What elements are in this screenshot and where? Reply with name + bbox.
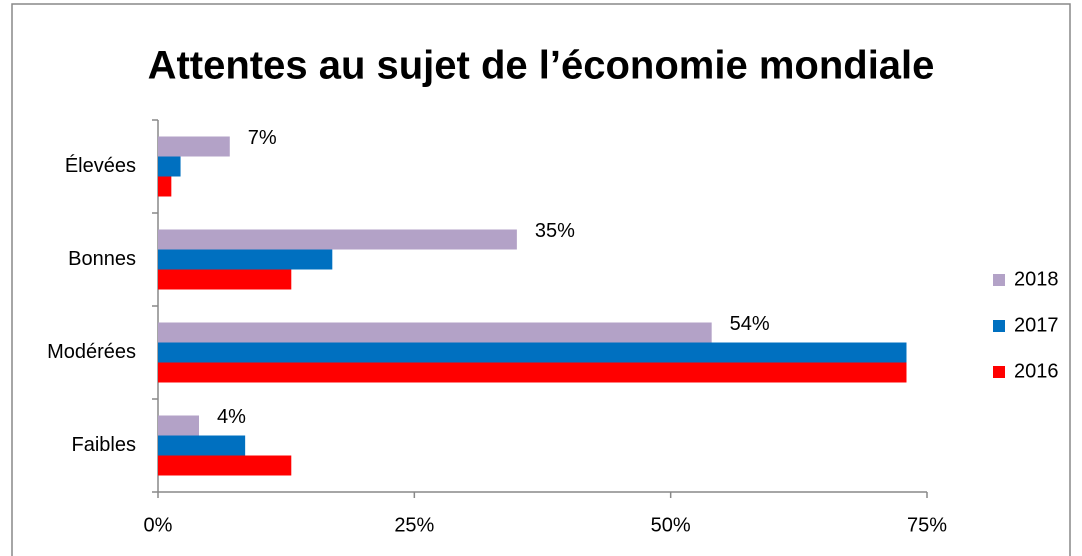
bar: [158, 342, 907, 363]
y-tick-label: Élevées: [65, 154, 136, 177]
y-tick-label: Bonnes: [68, 248, 136, 270]
bar: [158, 362, 907, 383]
y-tick-label: Modérées: [47, 341, 136, 363]
legend-swatch: [993, 320, 1005, 332]
legend-swatch: [993, 366, 1005, 378]
bar: [158, 176, 172, 197]
bar: [158, 435, 246, 456]
bar: [158, 249, 333, 270]
data-label: 7%: [248, 127, 277, 149]
data-label: 4%: [217, 406, 246, 428]
bar: [158, 229, 517, 250]
bar: [158, 156, 181, 177]
x-tick-label: 75%: [907, 514, 947, 536]
x-tick-label: 0%: [144, 514, 173, 536]
data-label: 35%: [535, 220, 575, 242]
bar: [158, 455, 292, 476]
data-label: 54%: [730, 313, 770, 335]
bar: [158, 322, 712, 343]
bar: [158, 269, 292, 290]
bar: [158, 136, 230, 157]
legend-swatch: [993, 274, 1005, 286]
y-tick-label: Faibles: [72, 434, 136, 456]
x-tick-label: 25%: [394, 514, 434, 536]
bar: [158, 415, 200, 436]
legend-label: 2018: [1014, 268, 1059, 290]
chart-title: Attentes au sujet de l’économie mondiale: [148, 44, 935, 88]
legend-label: 2016: [1014, 360, 1059, 382]
legend-label: 2017: [1014, 314, 1059, 336]
x-tick-label: 50%: [651, 514, 691, 536]
